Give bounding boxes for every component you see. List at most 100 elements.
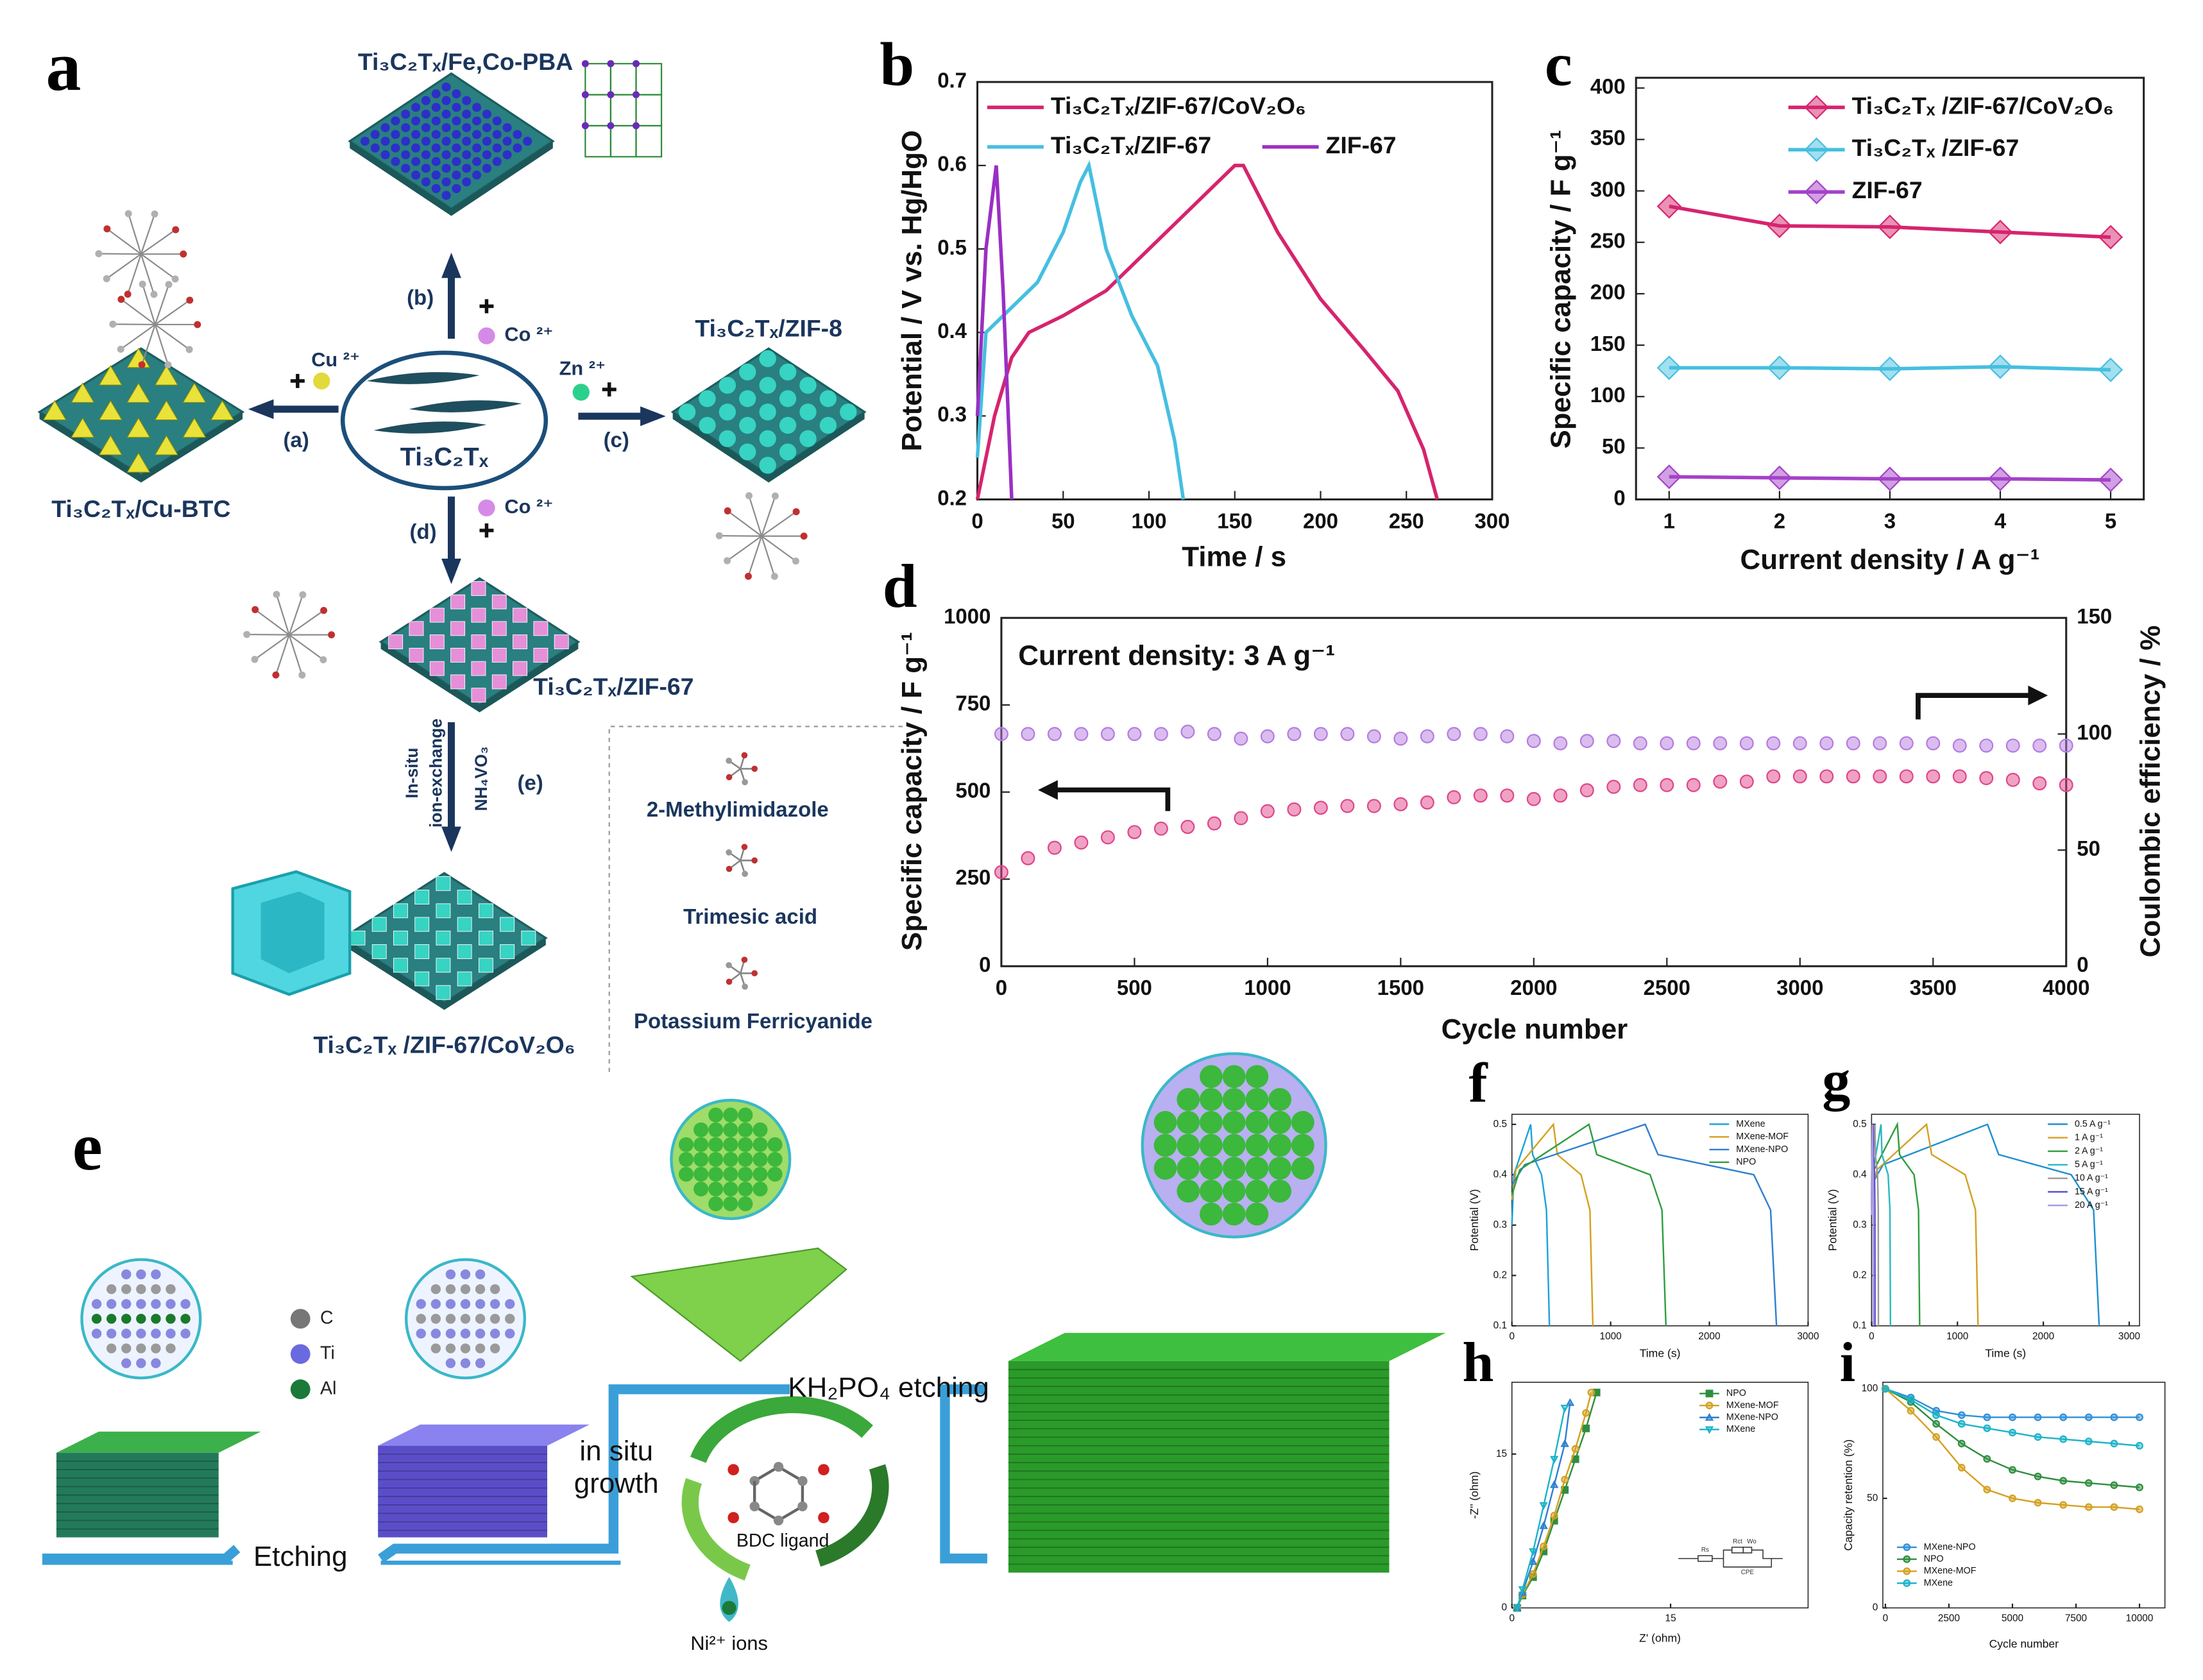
atom (723, 1166, 738, 1182)
atom (475, 1269, 486, 1280)
lattice-node (607, 122, 615, 130)
x-tick-label: 10000 (2126, 1613, 2154, 1624)
particle (421, 123, 430, 133)
atom (693, 1137, 709, 1152)
atom (121, 1328, 132, 1339)
data-point (2059, 1413, 2068, 1421)
legend-label: 5 A g⁻¹ (2075, 1160, 2103, 1170)
atom (460, 1314, 471, 1324)
x-tick-label: 150 (1217, 509, 1252, 533)
mol-atom (741, 956, 748, 963)
data-point (1957, 1439, 1966, 1448)
particle (421, 96, 430, 105)
data-point (1686, 736, 1701, 751)
data-point (1074, 727, 1089, 742)
particle (699, 416, 716, 434)
atom (460, 1328, 471, 1339)
atom (136, 1358, 146, 1368)
particle (71, 417, 95, 438)
data-point (1606, 734, 1621, 749)
particle (431, 116, 441, 126)
particle (380, 137, 390, 146)
atom (753, 1166, 768, 1182)
framework-bond (275, 634, 290, 675)
data-point (1792, 769, 1807, 784)
atom (1200, 1180, 1223, 1203)
element-key (290, 1379, 310, 1400)
particle (441, 82, 451, 92)
particle (42, 400, 67, 421)
data-point (1899, 769, 1914, 784)
atom (180, 1299, 191, 1309)
legend-marker (1804, 137, 1829, 162)
data-point (1539, 1502, 1548, 1510)
particle (436, 985, 451, 1000)
route-arrow-head (441, 558, 461, 584)
y2-tick-label: 0 (2077, 953, 2088, 976)
particle (759, 350, 776, 368)
atom (136, 1299, 146, 1309)
route-arrow-head (441, 252, 461, 278)
data-point (1877, 214, 1903, 239)
atom (136, 1343, 146, 1353)
y-tick-label: 500 (955, 778, 991, 802)
atom (1222, 1088, 1246, 1111)
data-point (1713, 736, 1728, 751)
data-point (1979, 771, 1994, 786)
reagent-label: ion-exchange (426, 718, 445, 827)
step-label: in situ (579, 1435, 653, 1466)
legend-label: MXene (1736, 1119, 1765, 1129)
atom (489, 1343, 500, 1353)
framework-bond (112, 323, 155, 326)
mol-atom (726, 865, 733, 872)
x-tick-label: 15 (1665, 1613, 1676, 1624)
atom (1177, 1133, 1200, 1157)
panel-letter: f (1468, 1053, 1488, 1115)
atom (505, 1314, 515, 1324)
particle (472, 103, 482, 112)
framework-atom (298, 671, 306, 679)
atom (151, 1299, 161, 1309)
framework-atom (95, 250, 103, 257)
particle (462, 109, 472, 119)
particle (421, 150, 430, 160)
y2-tick-label: 50 (2077, 836, 2100, 860)
data-point (1529, 1548, 1538, 1556)
y-tick-label: 15 (1496, 1448, 1507, 1459)
atom (121, 1284, 132, 1294)
particle (472, 116, 482, 126)
framework-atom (124, 291, 132, 298)
data-point (1767, 465, 1792, 491)
data-point (1739, 736, 1754, 751)
atom (180, 1328, 191, 1339)
particle (411, 130, 421, 139)
framework-atom (792, 508, 800, 516)
particle (513, 634, 528, 650)
element-label: Al (320, 1378, 336, 1398)
x-tick-label: 2000 (1698, 1331, 1720, 1342)
legend-label: Ti₃C₂Tₓ/ZIF-67 (1051, 132, 1211, 158)
route-label: (b) (407, 285, 434, 309)
legend-label: NPO (1924, 1554, 1944, 1564)
particle (452, 130, 461, 139)
data-point (1952, 738, 1967, 753)
data-point (1207, 816, 1221, 831)
data-point (1420, 795, 1434, 810)
data-point (994, 865, 1008, 879)
particle (452, 143, 461, 153)
bdc-atom (773, 1462, 784, 1472)
route-arrow-head (441, 826, 461, 853)
x-tick-label: 0 (1509, 1613, 1515, 1624)
particle (457, 944, 472, 959)
x-tick-label: 3 (1884, 509, 1896, 533)
mol-atom (741, 844, 748, 851)
atom (505, 1328, 515, 1339)
atom (1177, 1088, 1200, 1111)
framework-bond (727, 510, 762, 537)
y-tick-label: 0.4 (937, 319, 967, 343)
particle (739, 390, 756, 407)
atom (753, 1137, 768, 1152)
block-top (378, 1424, 590, 1446)
legend-label: 15 A g⁻¹ (2075, 1187, 2108, 1197)
framework-atom (164, 361, 172, 369)
